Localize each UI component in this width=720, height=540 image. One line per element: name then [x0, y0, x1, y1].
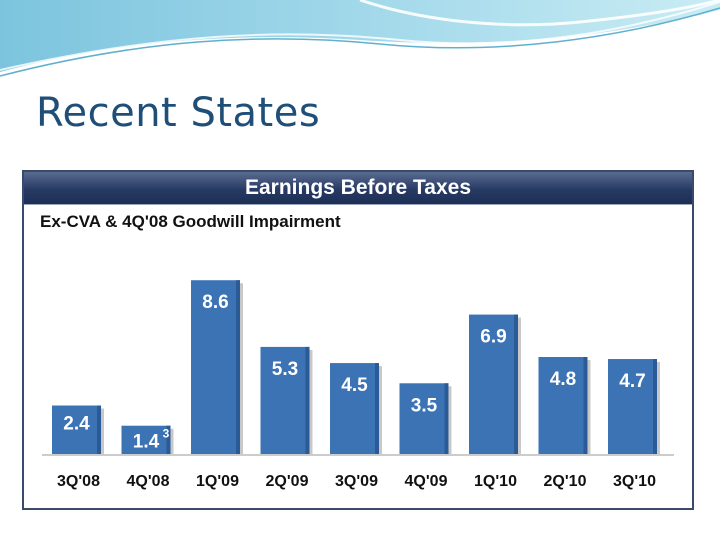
bar-edge	[653, 359, 657, 454]
x-tick-label: 1Q'10	[474, 473, 517, 490]
bar-edge	[236, 280, 240, 454]
bar-value-label: 1.4	[133, 432, 160, 453]
bar-value-label: 3.5	[411, 395, 438, 416]
bar-chart-plot: 2.4 3Q'08 1.4 3 4Q'08 8.6 1Q'09 5.3 2Q'09 4.5 3Q'0…	[42, 280, 674, 490]
bar-value-label: 5.3	[272, 359, 298, 380]
x-tick-label: 2Q'09	[266, 473, 309, 490]
chart-panel: Earnings Before Taxes Ex-CVA & 4Q'08 Goo…	[22, 170, 694, 510]
bar	[608, 359, 657, 454]
bar-edge	[444, 383, 449, 454]
bar-edge	[97, 405, 101, 454]
bar-value-label: 6.9	[480, 327, 506, 348]
bar	[191, 280, 240, 454]
bar-value-label: 4.5	[341, 375, 368, 396]
bar-edge	[305, 346, 310, 454]
bar-value-label: 8.6	[202, 292, 228, 313]
bar	[399, 383, 449, 454]
bar	[121, 425, 171, 454]
x-tick-label: 3Q'09	[335, 473, 378, 490]
bar-value-label: 4.8	[550, 369, 576, 390]
x-tick-label: 3Q'08	[57, 473, 100, 490]
bar	[469, 314, 518, 454]
bar	[52, 405, 101, 454]
decorative-wave-banner	[0, 0, 720, 77]
x-tick-label: 2Q'10	[544, 473, 587, 490]
chart-title: Earnings Before Taxes	[24, 172, 692, 205]
x-tick-label: 4Q'08	[127, 473, 170, 490]
bar-value-label: 2.4	[63, 414, 90, 435]
bar-edge	[583, 357, 588, 454]
x-tick-label: 4Q'09	[405, 473, 448, 490]
chart-subtitle: Ex-CVA & 4Q'08 Goodwill Impairment	[40, 212, 341, 231]
bar-edge	[514, 314, 518, 454]
footnote-marker: 3	[163, 427, 170, 441]
bar	[330, 363, 379, 454]
slide-title: Recent States	[36, 90, 321, 136]
bar-value-label: 4.7	[619, 371, 645, 392]
x-tick-label: 1Q'09	[196, 473, 239, 490]
bar	[260, 346, 310, 454]
bar-edge	[375, 363, 379, 454]
bar	[538, 357, 588, 454]
bar-edge	[166, 425, 171, 454]
x-tick-label: 3Q'10	[613, 473, 656, 490]
